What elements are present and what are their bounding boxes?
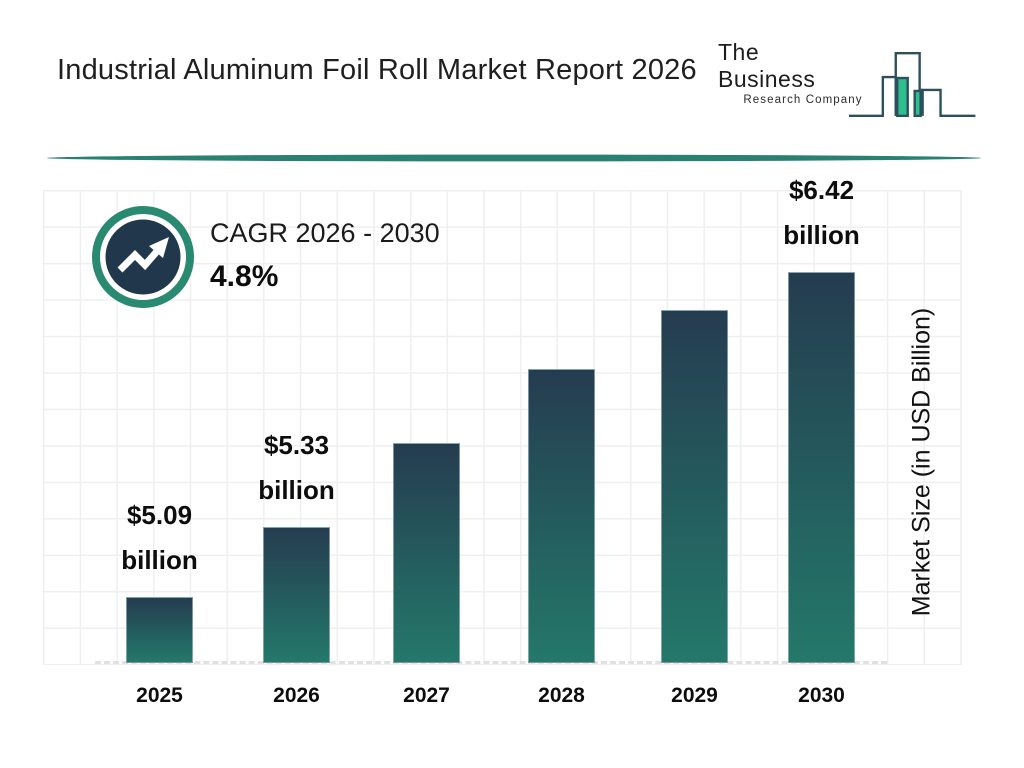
bar-2025 — [126, 597, 193, 663]
page-title: Industrial Aluminum Foil Roll Market Rep… — [57, 54, 697, 86]
bar-2029 — [661, 310, 728, 663]
cagr-value: 4.8% — [210, 260, 279, 293]
year-label-2026: 2026 — [273, 684, 320, 707]
year-label-2027: 2027 — [403, 684, 450, 707]
value-label-2030: $6.42 billion — [783, 175, 860, 250]
bar-2030 — [788, 272, 855, 663]
cagr-trending-up-icon — [92, 206, 194, 308]
logo-subname: Research Company — [743, 94, 863, 106]
logo-name: The Business — [718, 39, 816, 92]
bar-2028 — [528, 369, 595, 663]
logo-bar-chart-icon — [848, 51, 976, 118]
bar-2027 — [393, 443, 460, 663]
y-axis-label: Market Size (in USD Billion) — [907, 307, 936, 617]
chart-baseline — [95, 661, 887, 664]
year-label-2030: 2030 — [798, 684, 845, 707]
year-label-2028: 2028 — [538, 684, 585, 707]
bar-2026 — [263, 527, 330, 663]
title-divider — [47, 154, 981, 162]
logo-text: The Business Research Company — [718, 39, 863, 106]
cagr-label: CAGR 2026 - 2030 — [210, 218, 440, 248]
year-label-2029: 2029 — [671, 684, 718, 707]
value-label-2026: $5.33 billion — [258, 430, 335, 505]
company-logo: The Business Research Company — [718, 39, 978, 120]
year-label-2025: 2025 — [136, 684, 183, 707]
value-label-2025: $5.09 billion — [121, 500, 198, 575]
